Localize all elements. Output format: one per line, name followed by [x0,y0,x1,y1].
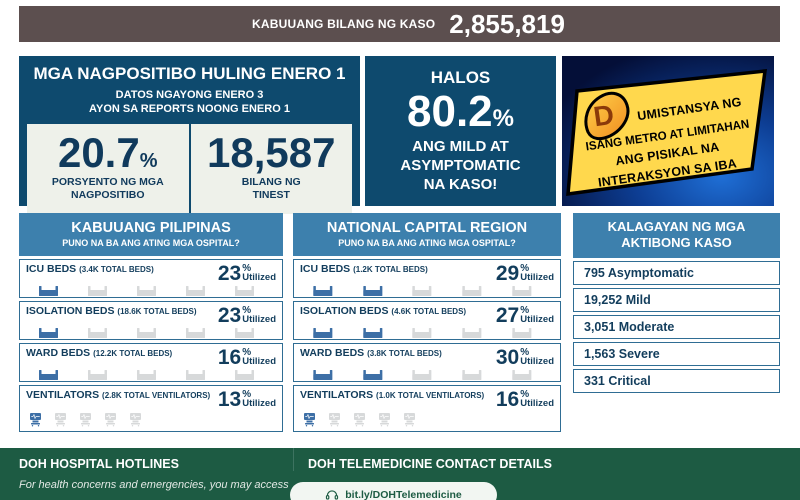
svg-text:D: D [592,99,616,133]
